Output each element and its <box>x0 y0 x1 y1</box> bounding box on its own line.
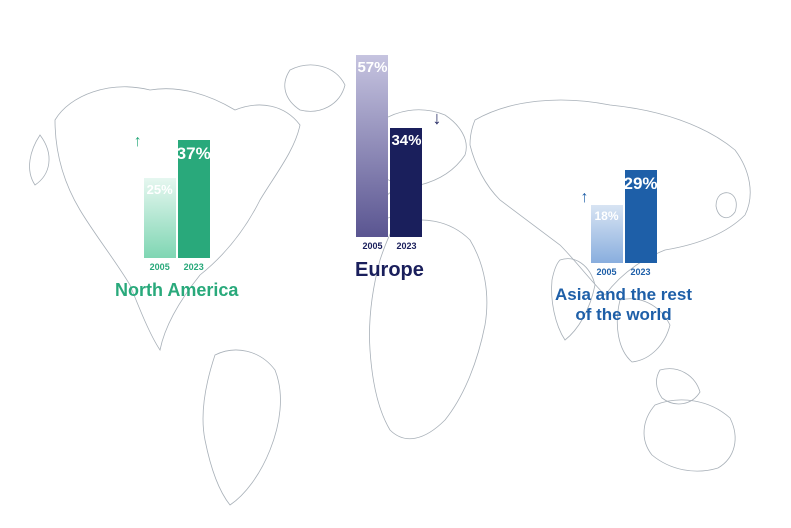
region-label-na: North America <box>115 280 238 301</box>
arrow-up-icon: ↑ <box>134 134 142 150</box>
bar-value-label: 34% <box>391 132 421 149</box>
bar-asia-2005: 18%2005 <box>591 205 623 263</box>
bar-year-label: 2005 <box>596 267 616 277</box>
bar-value-label: 25% <box>147 182 173 197</box>
bar-value-label: 18% <box>594 209 618 223</box>
arrow-down-icon: ↓ <box>432 109 441 127</box>
bar-eu-2023: 34%2023 <box>390 128 422 237</box>
bar-year-label: 2023 <box>396 241 416 251</box>
bar-na-2023: 37%2023 <box>178 140 210 258</box>
region-eu: ↓57%200534%2023 Europe <box>355 55 424 282</box>
bar-eu-2005: 57%2005 <box>356 55 388 237</box>
region-label-asia: Asia and the restof the world <box>555 285 692 324</box>
region-label-eu: Europe <box>355 259 424 282</box>
bar-group-asia: ↑18%200529%2023 <box>591 170 657 263</box>
bar-group-eu: ↓57%200534%2023 <box>356 55 422 237</box>
bar-na-2005: 25%2005 <box>144 178 176 258</box>
bar-year-label: 2005 <box>362 241 382 251</box>
bar-year-label: 2005 <box>150 262 170 272</box>
bar-year-label: 2023 <box>630 267 650 277</box>
arrow-up-icon: ↑ <box>581 190 589 206</box>
bar-value-label: 57% <box>357 59 387 76</box>
bar-group-na: ↑25%200537%2023 <box>144 140 210 258</box>
region-na: ↑25%200537%2023 North America <box>115 140 238 301</box>
bar-asia-2023: 29%2023 <box>625 170 657 263</box>
bar-year-label: 2023 <box>184 262 204 272</box>
region-asia: ↑18%200529%2023Asia and the restof the w… <box>555 170 692 324</box>
bar-value-label: 37% <box>177 144 211 164</box>
bar-value-label: 29% <box>623 174 657 194</box>
